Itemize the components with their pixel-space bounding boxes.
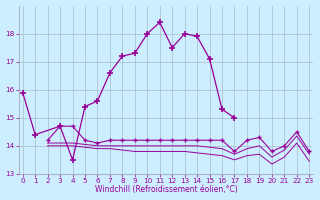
- X-axis label: Windchill (Refroidissement éolien,°C): Windchill (Refroidissement éolien,°C): [95, 185, 237, 194]
